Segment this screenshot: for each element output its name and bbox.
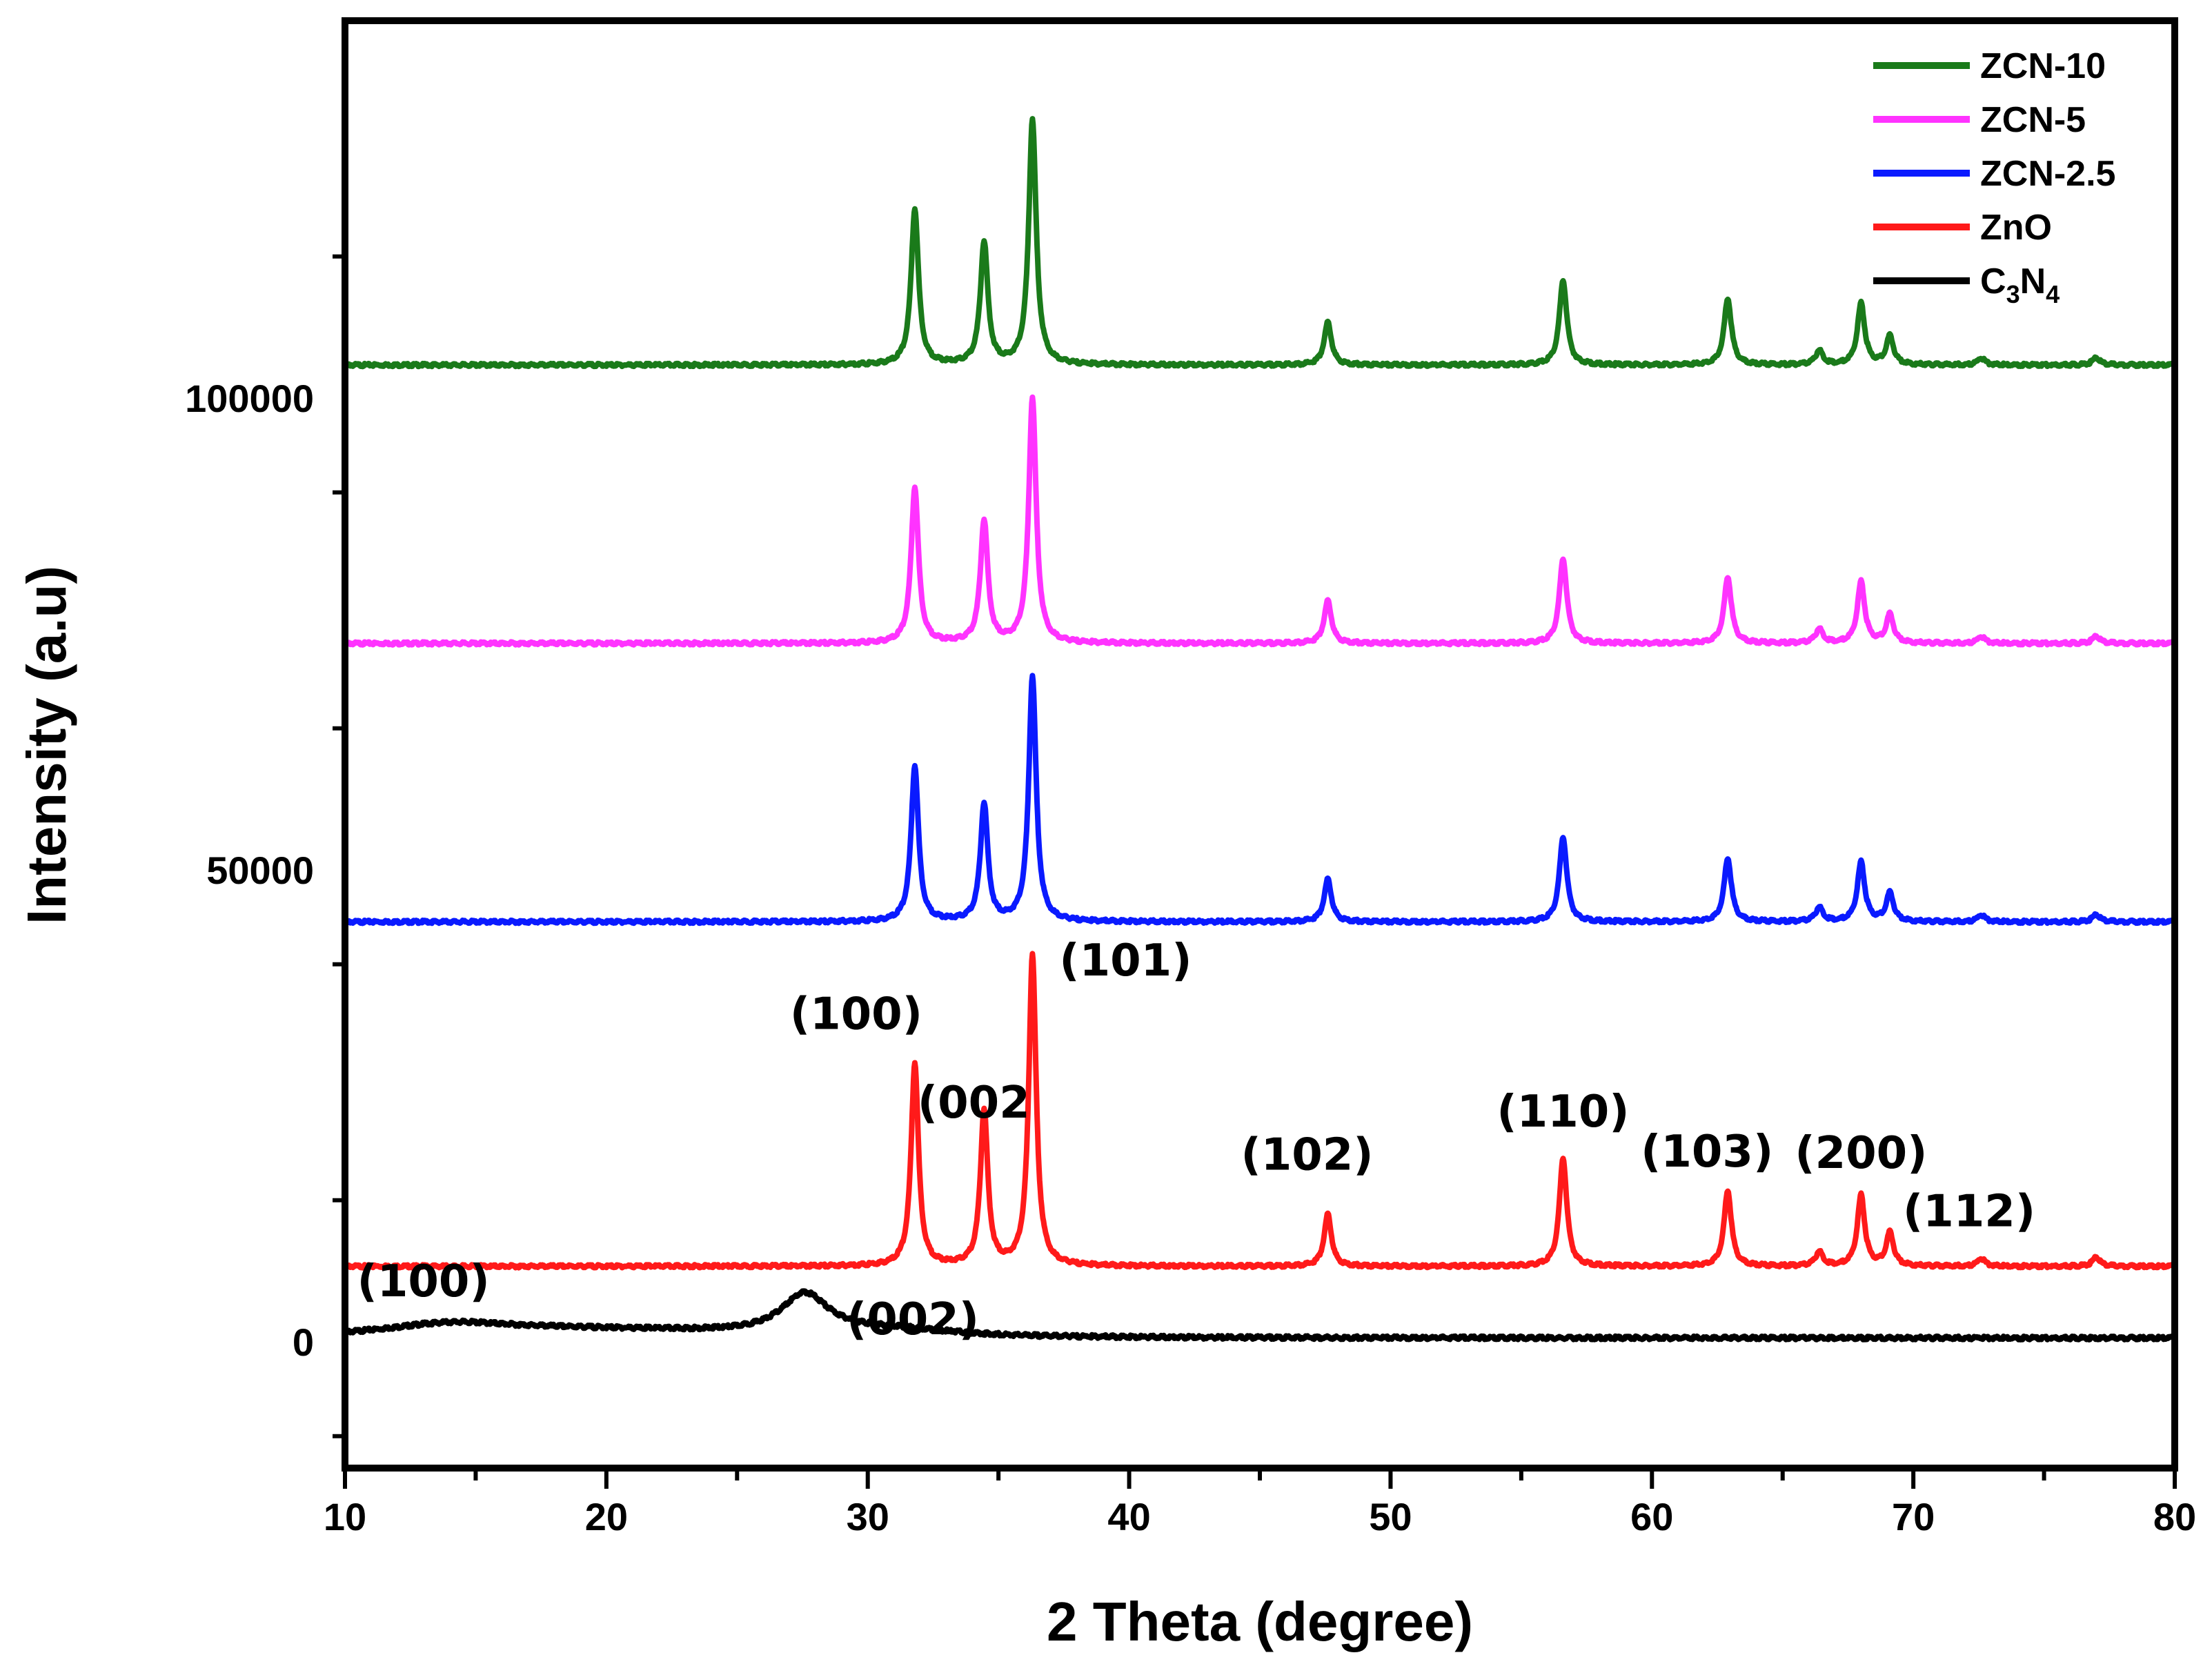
x-tick-label: 70 xyxy=(1892,1495,1935,1538)
series-line-zcn-2-5 xyxy=(342,673,2178,927)
peak-label: (102) xyxy=(1241,1129,1373,1180)
legend: ZCN-10 ZCN-5 ZCN-2.5 ZnO C3N4 xyxy=(1873,46,2115,308)
x-tick-label: 80 xyxy=(2153,1495,2196,1538)
peak-label: (110) xyxy=(1497,1087,1629,1138)
legend-label: C3N4 xyxy=(1980,261,2060,308)
x-tick-label: 10 xyxy=(324,1495,366,1538)
peak-label: (100) xyxy=(790,989,922,1040)
plot-frame xyxy=(342,17,2178,1472)
x-tick-label: 20 xyxy=(585,1495,628,1538)
peak-label: (112) xyxy=(1903,1187,2035,1238)
series-line-zno xyxy=(342,951,2178,1271)
peak-label: (103) xyxy=(1641,1127,1773,1178)
series-line-zcn-5 xyxy=(342,394,2178,648)
peak-annotations: (100) (002 (101) (102) (110)(103) (200) (112) (… xyxy=(357,935,2035,1345)
x-axis: 10 20 30 40 50 60 70 80 xyxy=(324,1468,2196,1538)
y-tick-label: 50000 xyxy=(206,849,314,892)
x-axis-title: 2 Theta (degree) xyxy=(1047,1591,1473,1652)
legend-label: ZCN-10 xyxy=(1980,46,2106,86)
legend-label: ZnO xyxy=(1980,208,2052,248)
y-axis-title: Intensity (a.u) xyxy=(16,566,77,924)
series-line-zcn-10 xyxy=(342,116,2178,370)
peak-label: (002) xyxy=(847,1294,979,1345)
legend-label: ZCN-5 xyxy=(1980,100,2086,140)
y-tick-label: 100000 xyxy=(185,377,314,420)
legend-label: ZCN-2.5 xyxy=(1980,154,2115,194)
peak-label: (200) xyxy=(1795,1128,1927,1179)
peak-label: (100) xyxy=(357,1256,490,1307)
y-axis: 0 50000 100000 xyxy=(185,254,345,1438)
peak-label: (002 xyxy=(918,1078,1030,1129)
series-layer xyxy=(342,116,2178,1343)
y-tick-label: 0 xyxy=(293,1320,314,1364)
x-tick-label: 30 xyxy=(847,1495,889,1538)
peak-label: (101) xyxy=(1059,935,1192,987)
x-tick-label: 50 xyxy=(1369,1495,1412,1538)
series-line-c3n4 xyxy=(342,1288,2178,1343)
x-tick-label: 40 xyxy=(1107,1495,1150,1538)
x-tick-label: 60 xyxy=(1630,1495,1673,1538)
